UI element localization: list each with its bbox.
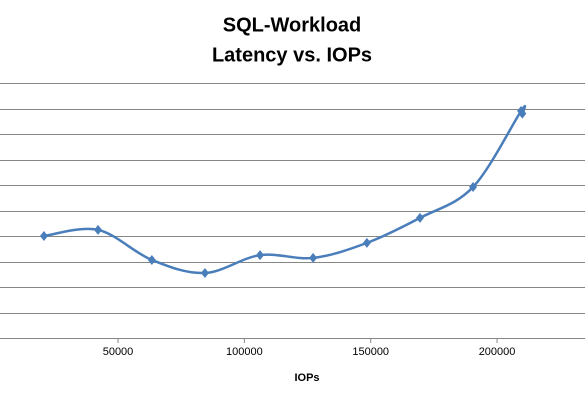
data-point	[518, 108, 527, 119]
x-tick-label: 200000	[479, 346, 516, 358]
data-point	[147, 254, 156, 265]
data-point	[309, 252, 318, 263]
x-tick-label: 150000	[352, 346, 389, 358]
data-point	[200, 267, 209, 278]
x-tick-label: 50000	[103, 346, 134, 358]
data-point	[256, 250, 265, 261]
data-point	[39, 231, 48, 241]
data-point	[415, 212, 424, 223]
series-line	[43, 104, 527, 275]
chart-subtitle: Latency vs. IOPs	[212, 44, 372, 66]
data-point	[94, 224, 103, 235]
data-point	[362, 237, 371, 248]
x-axis-label: IOPs	[294, 372, 319, 384]
x-tick-label: 100000	[226, 346, 263, 358]
chart-title: SQL-Workload	[223, 14, 362, 36]
data-point	[469, 182, 478, 193]
